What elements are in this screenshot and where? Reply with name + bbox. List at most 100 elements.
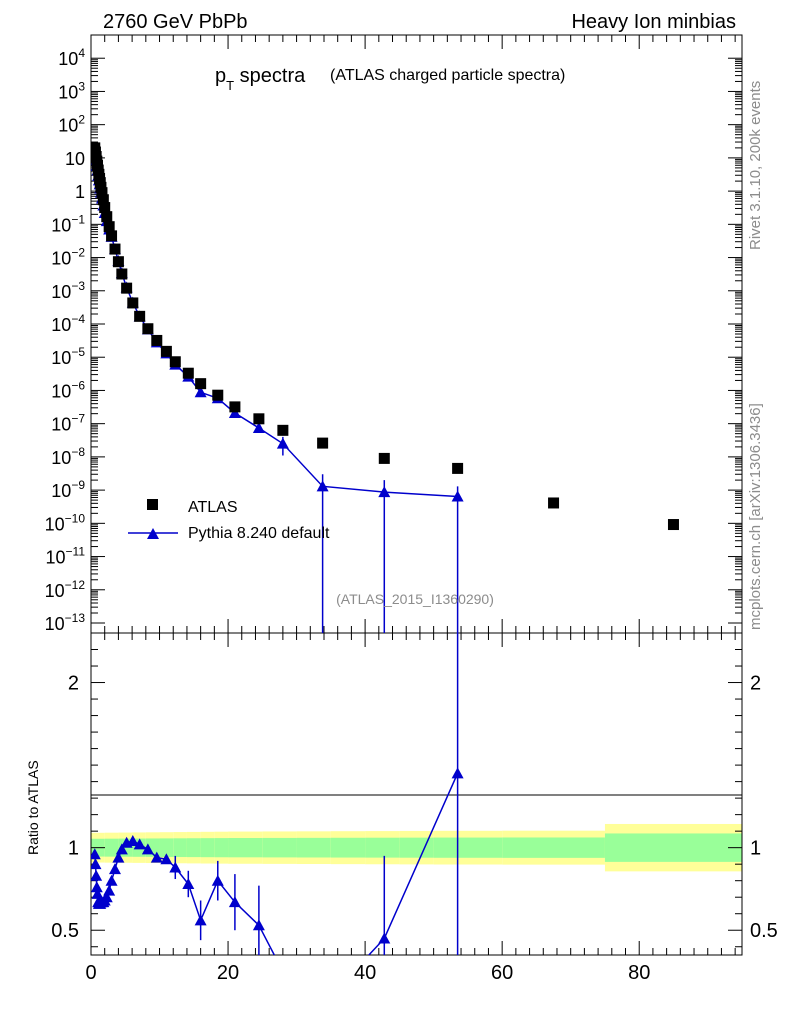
ratio-point	[91, 848, 101, 860]
band-inner	[104, 838, 119, 857]
y-tick-label: 10−13	[45, 611, 86, 634]
data-point	[160, 345, 172, 357]
ratio-point	[169, 861, 182, 873]
ratio-point	[126, 835, 139, 847]
x-tick-label: 0	[85, 962, 96, 984]
ratio-point	[100, 891, 113, 903]
uncertainty-bands	[91, 823, 742, 872]
mc-series-ratio	[91, 633, 464, 1010]
data-point	[253, 413, 265, 425]
ratio-point	[277, 966, 289, 977]
ratio-y-tick-label: 1	[68, 838, 79, 860]
legend-mc-marker	[147, 528, 159, 539]
data-point	[667, 519, 679, 531]
y-tick-label: 10−9	[51, 478, 85, 501]
ratio-point	[105, 874, 118, 886]
y-tick-label: 10−11	[46, 545, 86, 568]
ratio-point	[194, 914, 207, 926]
y-tick-label: 10−2	[51, 246, 85, 269]
band-inner	[200, 838, 215, 858]
mc-point	[451, 490, 464, 502]
y-tick-label: 10−4	[51, 312, 85, 335]
data-point	[378, 452, 390, 464]
mc-point	[228, 406, 241, 418]
data-point	[127, 297, 139, 309]
x-tick-label: 20	[217, 962, 239, 984]
data-point	[212, 389, 224, 401]
ratio-point	[91, 869, 103, 881]
analysis-watermark: (ATLAS_2015_I1360290)	[336, 591, 494, 607]
data-point	[106, 230, 118, 242]
ratio-point	[115, 843, 128, 855]
ratio-plot-frame	[90, 632, 743, 956]
data-point	[96, 187, 108, 199]
data-point	[317, 437, 329, 449]
data-point	[109, 243, 121, 255]
band-inner	[502, 837, 605, 858]
ratio-axis-ticks: 0 20 40 60 80 0.5 0.5 1 1 2 2	[51, 633, 778, 984]
band-inner	[604, 833, 742, 862]
header-right: Heavy Ion minbias	[571, 11, 736, 33]
ratio-point	[133, 838, 146, 850]
ratio-point	[317, 999, 329, 1010]
band-inner	[399, 837, 434, 858]
legend-data-marker	[147, 499, 158, 510]
data-point	[169, 356, 181, 368]
ratio-point	[141, 843, 154, 855]
title-spectra: spectra	[234, 65, 306, 87]
main-axis-ticks: 10−1310−1210−1110−1010−910−810−710−610−5…	[45, 35, 742, 634]
y-tick-label: 10	[65, 149, 85, 169]
ratio-y-tick-label: 2	[68, 673, 79, 695]
ratio-line	[94, 773, 459, 955]
band-inner	[330, 837, 366, 858]
y-tick-label: 10−3	[51, 279, 85, 302]
mc-point	[252, 422, 265, 434]
main-plot-frame	[90, 34, 743, 634]
y-tick-label: 10−7	[51, 412, 85, 435]
legend-data-label: ATLAS	[188, 499, 238, 516]
ratio-point	[160, 853, 173, 865]
band-inner	[159, 838, 174, 857]
y-tick-label: 10−6	[51, 378, 85, 401]
ratio-point	[91, 881, 103, 893]
mc-point	[276, 437, 289, 449]
x-tick-label: 40	[354, 962, 376, 984]
legend-mc-label: Pythia 8.240 default	[188, 525, 330, 542]
title-subscript: T	[226, 78, 234, 93]
band-inner	[214, 838, 229, 858]
data-point	[195, 378, 207, 390]
ratio-point	[112, 851, 125, 863]
y-tick-label: 10−5	[51, 345, 85, 368]
data-point	[277, 424, 289, 436]
data-point	[151, 334, 163, 346]
y-tick-label: 10−10	[45, 511, 86, 534]
mc-point	[194, 386, 207, 398]
data-point	[103, 221, 115, 233]
legend: ATLAS Pythia 8.240 default	[128, 499, 330, 542]
data-point	[112, 256, 124, 268]
data-point	[97, 194, 109, 206]
band-inner	[262, 837, 297, 858]
band-inner	[173, 838, 187, 858]
header-left: 2760 GeV PbPb	[103, 11, 248, 33]
ratio-point	[91, 887, 104, 899]
data-point	[101, 211, 113, 223]
data-point	[229, 401, 241, 413]
y-tick-label: 10−8	[51, 445, 85, 468]
ratio-point	[378, 932, 391, 944]
ratio-y-tick-label-right: 1	[750, 838, 761, 860]
ratio-ylabel: Ratio to ATLAS	[25, 760, 41, 855]
band-inner	[433, 837, 503, 858]
band-inner	[228, 838, 263, 858]
data-point	[134, 310, 146, 322]
data-point	[548, 497, 560, 509]
ratio-point	[108, 863, 121, 875]
ratio-y-tick-label: 0.5	[51, 920, 79, 942]
mcplots-label: mcplots.cern.ch [arXiv:1306.3436]	[747, 403, 764, 630]
x-tick-label: 60	[491, 962, 513, 984]
mc-point	[316, 480, 329, 492]
mc-line	[94, 148, 458, 498]
ratio-y-tick-label-right: 2	[750, 673, 761, 695]
ratio-point	[252, 919, 265, 931]
band-inner	[365, 837, 400, 858]
